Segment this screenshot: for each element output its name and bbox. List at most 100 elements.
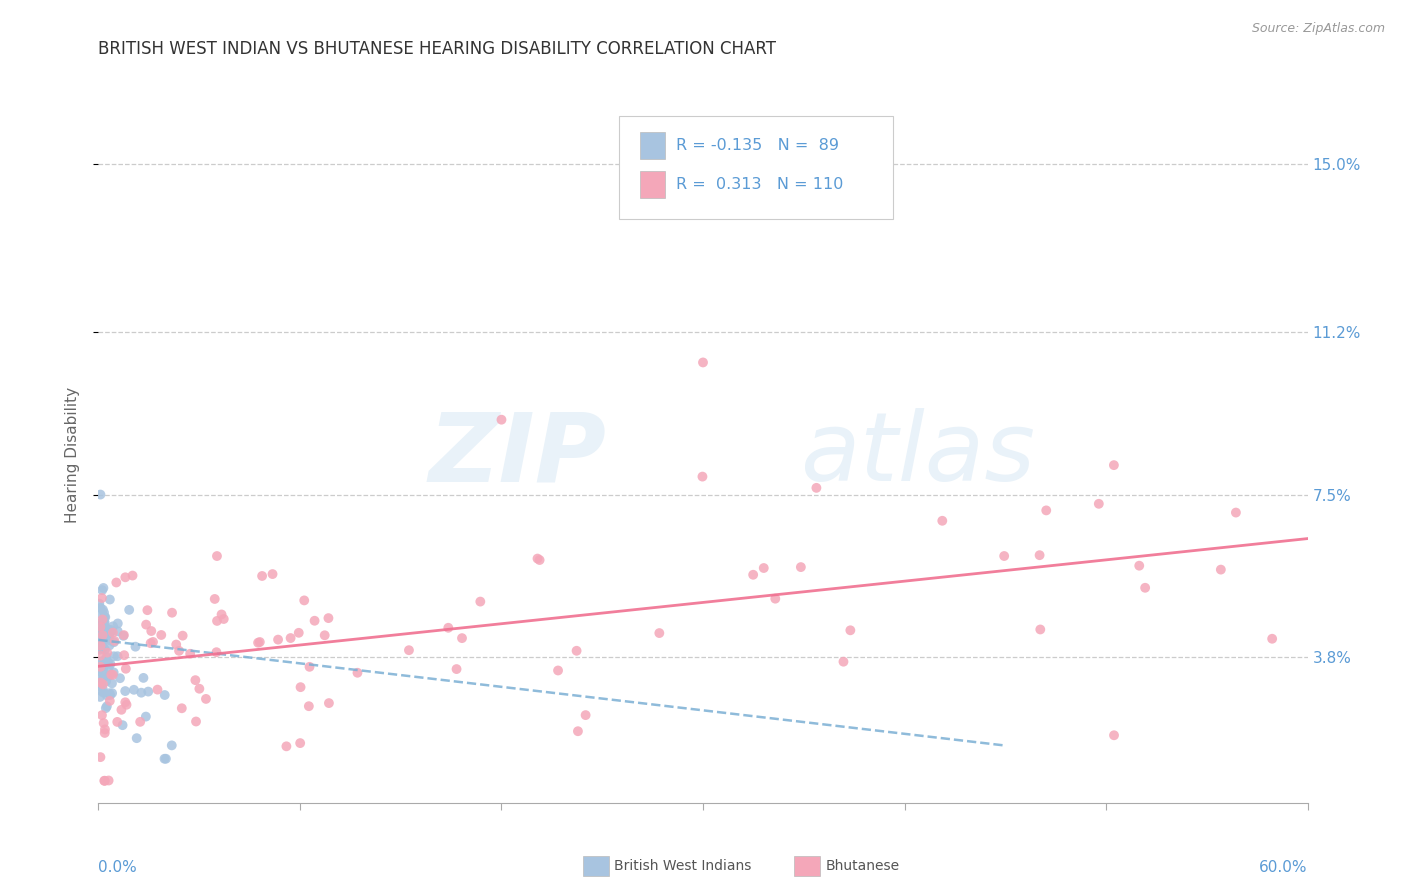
Point: [91, 628, 114, 642]
Point: [107, 649, 129, 664]
Point: [97, 656, 120, 670]
Point: [96, 689, 118, 703]
Point: [247, 636, 270, 650]
Text: 0.0%: 0.0%: [98, 860, 138, 874]
Point: [97, 773, 120, 788]
Point: [314, 628, 336, 642]
Point: [470, 594, 492, 608]
Point: [832, 655, 855, 669]
Point: [648, 626, 671, 640]
Point: [267, 632, 290, 647]
Point: [446, 662, 468, 676]
Point: [89, 642, 111, 657]
Point: [90, 633, 112, 648]
Point: [101, 667, 124, 681]
Point: [160, 606, 183, 620]
Point: [115, 698, 138, 712]
Text: R = -0.135   N =  89: R = -0.135 N = 89: [676, 138, 839, 153]
Point: [91, 624, 114, 639]
Point: [100, 624, 122, 639]
Point: [90, 600, 112, 615]
Point: [93, 685, 115, 699]
Point: [194, 692, 217, 706]
Point: [1261, 632, 1284, 646]
Point: [91, 629, 114, 643]
Point: [93, 606, 115, 620]
Point: [398, 643, 420, 657]
Point: [179, 647, 201, 661]
Point: [90, 657, 112, 672]
Point: [153, 752, 176, 766]
Point: [839, 624, 862, 638]
Point: [993, 549, 1015, 563]
Point: [90, 607, 112, 622]
Point: [204, 591, 226, 606]
Point: [103, 633, 125, 648]
Point: [136, 603, 159, 617]
Point: [1088, 497, 1111, 511]
Point: [100, 623, 122, 637]
Point: [139, 636, 162, 650]
Point: [101, 619, 124, 633]
Point: [89, 648, 111, 663]
Text: British West Indians: British West Indians: [614, 859, 752, 873]
Point: [124, 640, 146, 654]
Point: [212, 612, 235, 626]
Point: [100, 667, 122, 681]
Point: [96, 622, 118, 636]
Point: [298, 660, 321, 674]
Point: [547, 664, 569, 678]
Point: [142, 635, 165, 649]
Point: [98, 686, 121, 700]
Point: [205, 549, 228, 563]
Point: [290, 680, 312, 694]
Point: [87, 667, 110, 681]
Point: [91, 671, 114, 685]
Point: [107, 616, 129, 631]
Point: [129, 686, 152, 700]
Point: [1028, 548, 1050, 562]
Point: [91, 677, 114, 691]
Point: [304, 614, 326, 628]
Point: [565, 644, 588, 658]
Point: [93, 615, 115, 630]
Point: [742, 567, 765, 582]
Point: [114, 695, 136, 709]
Point: [107, 624, 129, 639]
Text: atlas: atlas: [800, 409, 1035, 501]
Point: [752, 561, 775, 575]
Point: [575, 708, 598, 723]
Point: [89, 487, 111, 501]
Point: [89, 690, 111, 704]
Point: [1133, 581, 1156, 595]
Text: BRITISH WEST INDIAN VS BHUTANESE HEARING DISABILITY CORRELATION CHART: BRITISH WEST INDIAN VS BHUTANESE HEARING…: [98, 40, 776, 58]
Point: [91, 665, 114, 680]
Point: [108, 671, 131, 685]
Point: [1128, 558, 1150, 573]
Point: [491, 413, 513, 427]
Point: [91, 612, 114, 626]
Point: [87, 624, 110, 639]
Point: [288, 736, 311, 750]
Text: Source: ZipAtlas.com: Source: ZipAtlas.com: [1251, 22, 1385, 36]
Point: [91, 615, 114, 629]
Point: [121, 568, 143, 582]
Point: [94, 701, 117, 715]
Point: [112, 648, 135, 663]
Text: 60.0%: 60.0%: [1260, 860, 1308, 874]
Point: [1035, 503, 1057, 517]
Point: [790, 560, 813, 574]
Point: [94, 773, 117, 788]
Point: [90, 639, 112, 653]
Point: [93, 773, 115, 788]
Point: [91, 623, 114, 637]
Point: [1102, 728, 1125, 742]
Point: [91, 681, 114, 696]
Point: [276, 739, 298, 754]
Point: [806, 481, 828, 495]
Point: [250, 569, 273, 583]
Point: [280, 631, 302, 645]
Point: [150, 628, 173, 642]
Point: [103, 649, 125, 664]
Point: [451, 631, 474, 645]
